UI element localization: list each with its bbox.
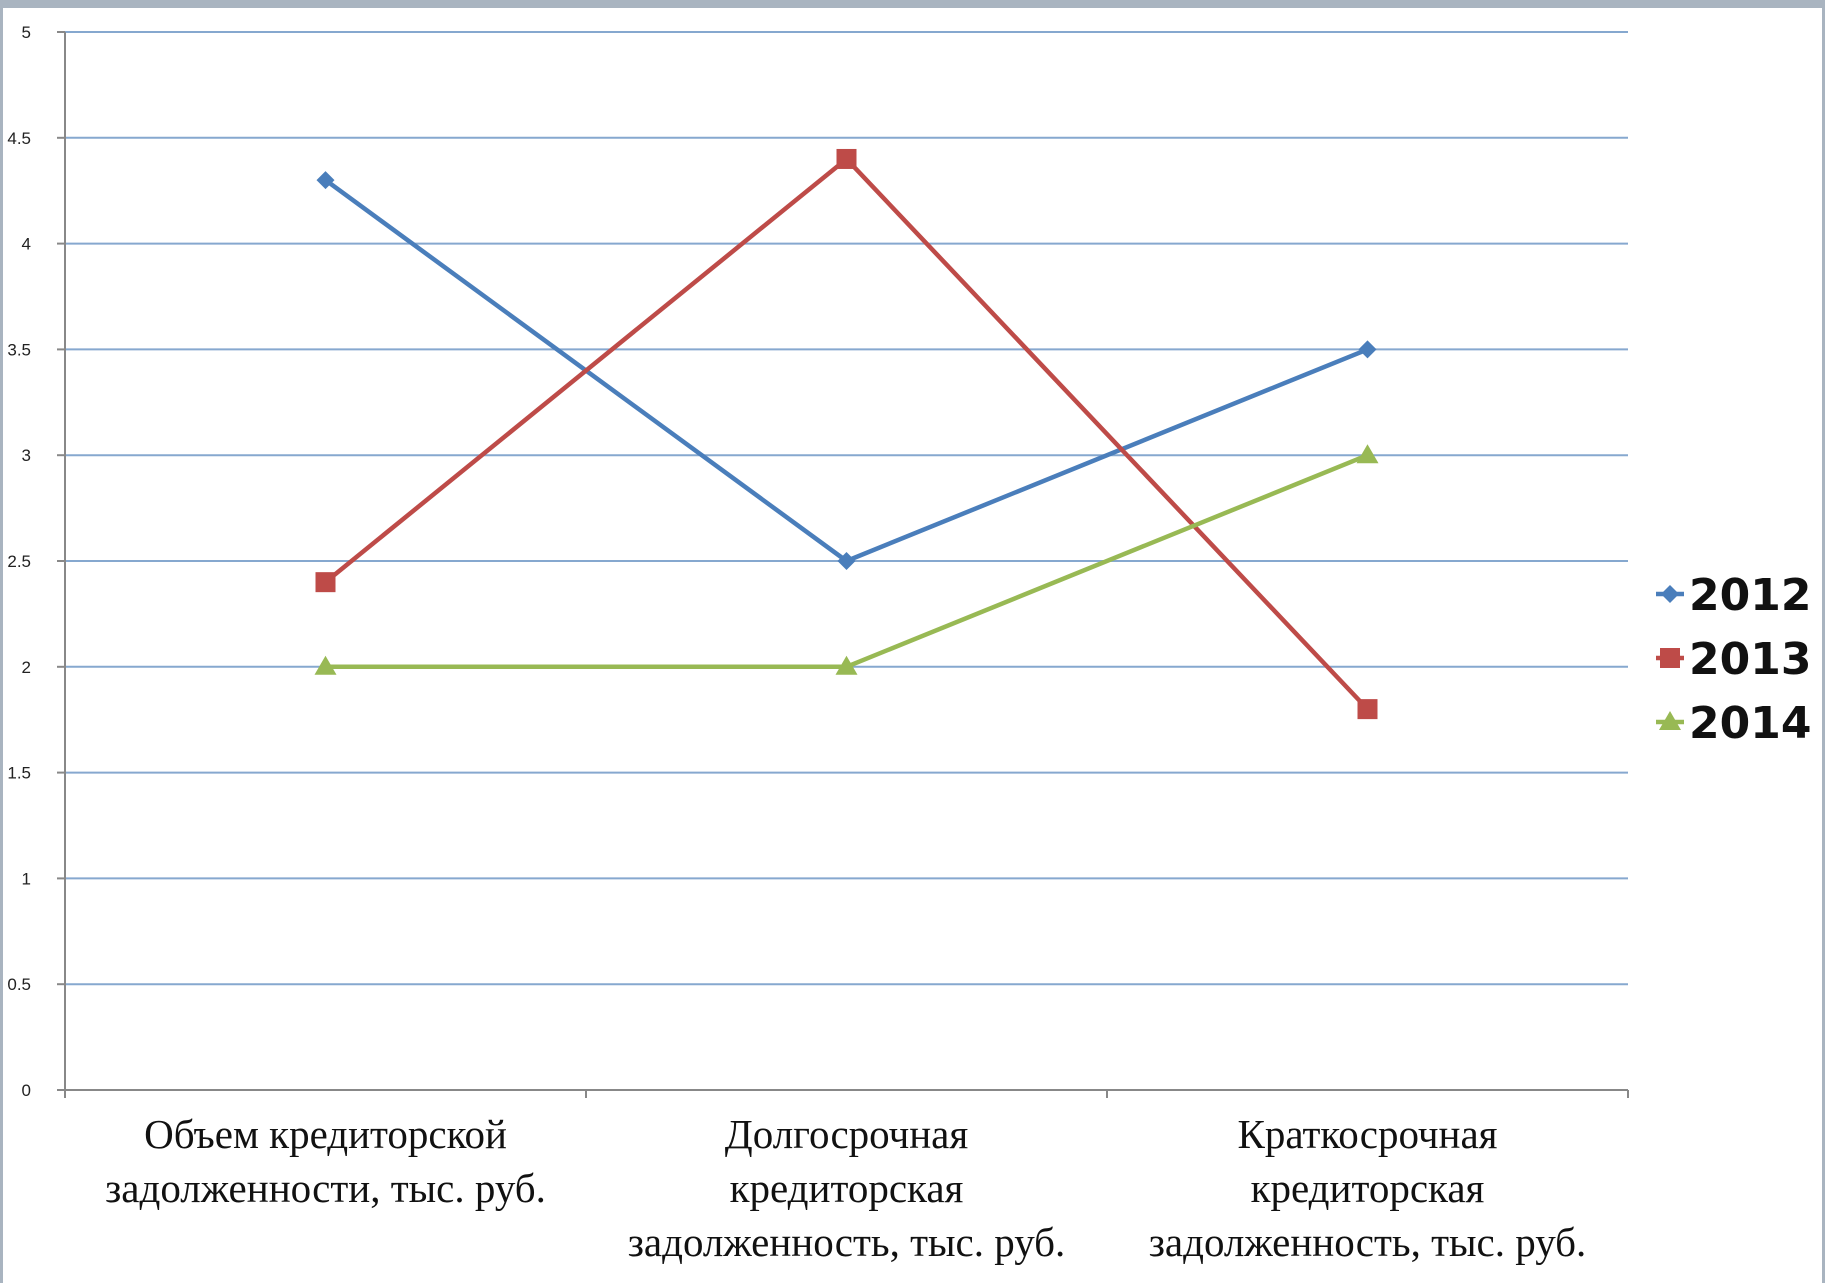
series-2012: [316, 171, 1377, 570]
axes: [57, 31, 1629, 1098]
legend-marker: [1661, 585, 1679, 603]
data-point-2012: [837, 552, 856, 570]
legend: 2012 2013 2014: [1656, 570, 1811, 749]
category-label-line: Краткосрочная: [1237, 1111, 1497, 1157]
category-label-line: задолженность, тыс. руб.: [628, 1219, 1066, 1265]
y-tick-label: 1: [22, 869, 31, 888]
y-tick-label: 5: [22, 23, 31, 42]
data-point-2014: [1356, 444, 1379, 464]
category-label-line: Объем кредиторской: [144, 1111, 507, 1157]
data-point-2012: [1358, 340, 1377, 359]
y-tick-label: 2.5: [7, 552, 31, 571]
legend-label: 2014: [1689, 698, 1811, 749]
y-tick-labels: 0 0.5 1 1.5 2 2.5 3 3.5 4 4.5 5: [7, 23, 31, 1100]
data-point-2014: [314, 655, 337, 675]
gridlines: [65, 31, 1628, 986]
legend-label: 2013: [1689, 634, 1811, 685]
series-2014: [314, 444, 1379, 675]
category-label-line: кредиторская: [1251, 1165, 1485, 1211]
data-point-2012: [316, 171, 335, 190]
y-tick-label: 0.5: [7, 975, 31, 994]
data-point-2013: [315, 572, 336, 593]
line-chart: 0 0.5 1 1.5 2 2.5 3 3.5 4 4.5 5 Объем кредиторской…: [7, 23, 1811, 1265]
series-2013: [315, 148, 1378, 720]
y-tick-label: 1.5: [7, 764, 31, 783]
y-tick-label: 0: [22, 1081, 31, 1100]
category-label-line: задолженность, тыс. руб.: [1149, 1219, 1587, 1265]
category-label: Объем кредиторской задолженности, тыс. ру…: [105, 1111, 546, 1211]
data-point-2013: [836, 148, 857, 169]
y-tick-label: 3.5: [7, 340, 31, 359]
category-label-line: Долгосрочная: [725, 1111, 969, 1157]
data-point-2013: [1357, 699, 1378, 720]
data-point-2014: [835, 655, 858, 675]
series-lines: [314, 148, 1379, 720]
legend-marker: [1659, 711, 1681, 730]
legend-marker: [1660, 648, 1680, 668]
y-tick-label: 4.5: [7, 129, 31, 148]
category-label: Краткосрочная кредиторская задолженность, …: [1149, 1111, 1587, 1265]
y-tick-label: 2: [22, 658, 31, 677]
x-category-labels: Объем кредиторской задолженности, тыс. ру…: [105, 1111, 1586, 1265]
legend-item-2013: 2013: [1656, 634, 1811, 685]
category-label: Долгосрочная кредиторская задолженность, т…: [628, 1111, 1066, 1265]
category-label-line: кредиторская: [730, 1165, 964, 1211]
category-label-line: задолженности, тыс. руб.: [105, 1165, 546, 1211]
y-tick-label: 3: [22, 446, 31, 465]
series-line-2013: [324, 156, 1370, 711]
series-line-2012: [324, 178, 1369, 564]
legend-label: 2012: [1689, 570, 1811, 621]
legend-item-2012: 2012: [1656, 570, 1811, 621]
legend-item-2014: 2014: [1656, 698, 1811, 749]
y-tick-label: 4: [22, 235, 31, 254]
